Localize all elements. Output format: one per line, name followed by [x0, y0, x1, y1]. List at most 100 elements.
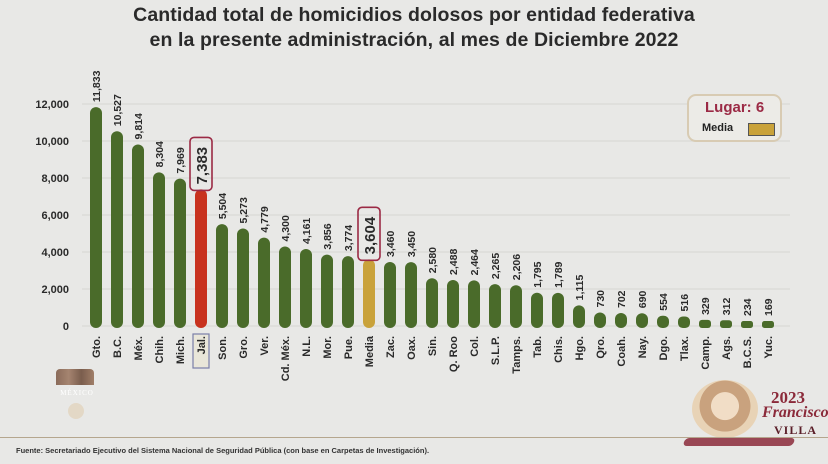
x-tick-label: Camp.	[700, 336, 712, 370]
bar-value-label: 5,504	[217, 193, 229, 219]
bar	[762, 321, 774, 328]
bar-value-label: 3,774	[343, 225, 355, 251]
chart-title-line1: Cantidad total de homicidios dolosos por…	[133, 4, 695, 26]
x-tick-label: Hgo.	[574, 336, 586, 360]
bar	[363, 259, 375, 328]
y-tick-label: 0	[63, 321, 69, 333]
bar-value-label: 2,464	[469, 249, 481, 275]
bar	[237, 228, 249, 328]
gov-logo-text: MÉXICO	[60, 389, 94, 397]
chart-title-line2: en la presente administración, al mes de…	[149, 29, 679, 51]
x-tick-label: Gto.	[91, 336, 103, 358]
villa-name: Francisco	[762, 404, 828, 421]
bar	[678, 316, 690, 328]
bar-value-label: 11,833	[91, 70, 103, 102]
bar-value-label: 702	[616, 290, 628, 308]
bar	[531, 292, 543, 328]
bar-value-label: 1,789	[553, 261, 565, 287]
y-tick-label: 10,000	[35, 136, 69, 148]
x-tick-label: Mor.	[322, 336, 334, 359]
bar	[594, 312, 606, 328]
y-tick-label: 2,000	[41, 284, 69, 296]
villa-surname: VILLA	[774, 423, 818, 437]
highlight-category-box	[192, 333, 210, 369]
bar-value-label: 3,856	[322, 223, 334, 249]
x-tick-label: Chih.	[154, 336, 166, 364]
x-tick-label: Chis.	[553, 336, 565, 363]
x-tick-label: Oax.	[406, 336, 418, 360]
bar-value-label: 312	[721, 298, 733, 316]
x-tick-label: Tamps.	[511, 336, 523, 374]
bar-value-label: 2,206	[511, 254, 523, 280]
bar-value-label: 516	[679, 294, 691, 312]
x-tick-label: Gro.	[238, 336, 250, 359]
legend: Lugar: 6 Media	[687, 94, 782, 142]
bar	[636, 313, 648, 328]
bar	[426, 278, 438, 328]
bar-value-label: 2,488	[448, 249, 460, 275]
x-tick-label: Yuc.	[763, 336, 775, 359]
x-tick-label: S.L.P.	[490, 336, 502, 365]
villa-ribbon-icon	[682, 438, 796, 446]
bar	[300, 249, 312, 328]
bar-value-label: 5,273	[238, 197, 250, 223]
bar-value-label: 10,527	[112, 94, 124, 126]
x-tick-label: Tlax.	[679, 336, 691, 361]
source-note: Fuente: Secretariado Ejecutivo del Siste…	[16, 446, 430, 455]
bar-value-label: 4,161	[301, 218, 313, 244]
bar	[447, 279, 459, 328]
x-tick-label: Q. Roo	[448, 336, 460, 372]
francisco-villa-2023-logo: 2023 Francisco VILLA	[682, 380, 828, 464]
bar-value-label: 1,795	[532, 261, 544, 287]
x-tick-label: Son.	[217, 336, 229, 360]
x-tick-label: Col.	[469, 336, 481, 357]
bar	[657, 315, 669, 328]
bar-value-label: 554	[658, 293, 670, 311]
bar	[489, 284, 501, 328]
bar	[174, 178, 186, 328]
bar	[153, 172, 165, 328]
bar	[90, 107, 102, 328]
bar	[573, 305, 585, 328]
x-tick-label: B.C.	[112, 336, 124, 358]
x-tick-label: Cd. Méx.	[280, 336, 292, 381]
legend-media-swatch	[748, 123, 775, 136]
bar-value-label: 329	[700, 297, 712, 315]
bar	[552, 292, 564, 328]
footer-divider	[0, 437, 828, 438]
legend-media-label: Media	[702, 122, 734, 134]
y-tick-label: 6,000	[41, 210, 69, 222]
bar	[342, 256, 354, 328]
bar-value-label: 8,304	[154, 141, 166, 167]
y-tick-label: 8,000	[41, 173, 69, 185]
chart-title: Cantidad total de homicidios dolosos por…	[0, 3, 828, 53]
x-tick-label: Media	[364, 335, 376, 367]
x-tick-label: Dgo.	[658, 336, 670, 360]
bar	[195, 189, 207, 328]
bar	[216, 224, 228, 328]
x-tick-label: Qro.	[595, 336, 607, 359]
bar-value-label: 169	[763, 298, 775, 316]
x-tick-label: Ver.	[259, 336, 271, 356]
gov-logo-people-icon	[56, 369, 94, 385]
x-tick-label: Pue.	[343, 336, 355, 359]
bar-value-label: 3,450	[406, 231, 418, 257]
bar	[321, 254, 333, 328]
x-tick-label: Jal.	[196, 336, 208, 354]
bar	[468, 280, 480, 328]
y-tick-label: 12,000	[35, 99, 69, 111]
bar	[258, 237, 270, 328]
bar-value-label: 1,115	[574, 275, 586, 301]
x-tick-label: Ags.	[721, 336, 733, 360]
x-tick-label: B.C.S.	[742, 336, 754, 368]
x-tick-label: Sin.	[427, 336, 439, 356]
bar	[384, 261, 396, 328]
bar-value-label: 2,580	[427, 247, 439, 273]
bar	[720, 320, 732, 328]
x-tick-label: Zac.	[385, 336, 397, 358]
bar-value-label: 730	[595, 290, 607, 308]
bar-value-label: 9,814	[133, 113, 145, 139]
value-callout-box	[357, 206, 381, 262]
bar	[279, 246, 291, 328]
bar-value-label: 4,779	[259, 206, 271, 232]
